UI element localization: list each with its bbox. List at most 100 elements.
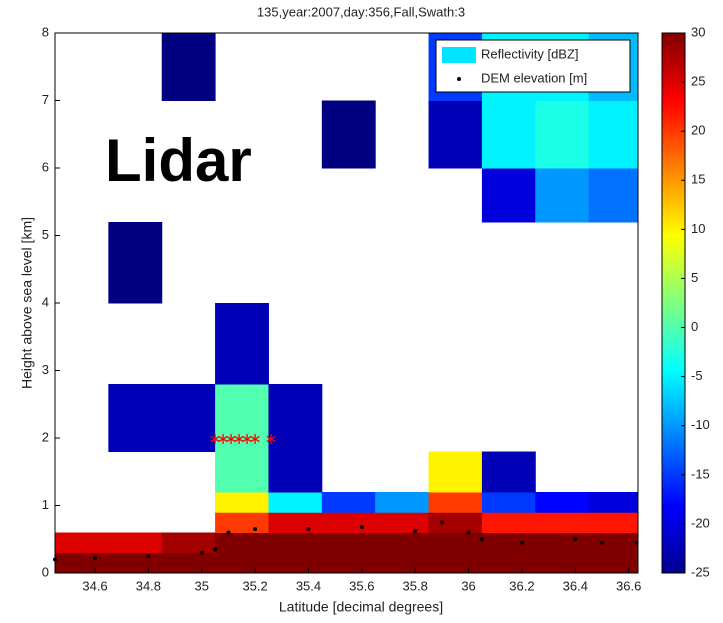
heatmap-cell [588, 552, 639, 574]
heatmap-cell [215, 303, 269, 385]
heatmap-cell [481, 168, 536, 223]
marker-point: ∗ [216, 431, 229, 448]
heatmap-cell [535, 100, 590, 169]
dem-point [439, 520, 444, 525]
heatmap-cell [481, 492, 536, 513]
heatmap-cell [481, 451, 536, 493]
dem-point [573, 537, 578, 542]
heatmap-cell [161, 384, 216, 452]
heatmap-cell [268, 451, 323, 493]
x-tick-label: 34.6 [82, 578, 107, 593]
colorbar-tick-label: -5 [691, 368, 703, 383]
heatmap-cell [215, 451, 269, 493]
heatmap-cell [535, 492, 590, 513]
heatmap-cell [108, 384, 163, 452]
marker-point: ∗ [208, 431, 221, 448]
x-tick-label: 36.6 [616, 578, 641, 593]
colorbar-tick-label: 10 [691, 221, 705, 236]
dem-point [599, 540, 604, 545]
heatmap-cell [108, 532, 163, 554]
heatmap-cell [215, 532, 269, 554]
heatmap-cell [375, 492, 430, 513]
heatmap-cell [588, 512, 639, 533]
x-tick-label: 34.8 [136, 578, 161, 593]
heatmap-cell [268, 492, 323, 513]
heatmap-cell [481, 532, 536, 554]
y-tick-label: 3 [42, 362, 49, 377]
colorbar-tick-label: 15 [691, 172, 705, 187]
y-tick-label: 8 [42, 24, 49, 39]
legend-label: DEM elevation [m] [481, 70, 587, 85]
x-tick-label: 35.6 [349, 578, 374, 593]
x-tick-label: 36.2 [509, 578, 534, 593]
colorbar-tick-label: 30 [691, 24, 705, 39]
marker-point: ∗ [248, 431, 261, 448]
x-tick-label: 36 [461, 578, 475, 593]
heatmap-cell [55, 532, 109, 554]
legend-label: Reflectivity [dBZ] [481, 46, 579, 61]
dem-point [466, 530, 471, 535]
colorbar-tick-label: 0 [691, 319, 698, 334]
dem-point [306, 527, 311, 532]
heatmap-cell [375, 532, 430, 554]
heatmap-cell [588, 168, 639, 223]
heatmap-cell [321, 552, 376, 574]
heatmap-cell [588, 492, 639, 513]
y-tick-label: 5 [42, 227, 49, 242]
heatmap-cell [268, 512, 323, 533]
heatmap-cell [161, 33, 216, 101]
y-tick-label: 0 [42, 564, 49, 579]
heatmap-cell [108, 552, 163, 574]
colorbar-tick-label: 5 [691, 270, 698, 285]
heatmap-cell [321, 532, 376, 554]
heatmap-cell [535, 532, 590, 554]
heatmap-cell [108, 222, 163, 304]
heatmap-cell [481, 100, 536, 169]
x-tick-label: 35.4 [296, 578, 321, 593]
heatmap-cell [215, 552, 269, 574]
x-tick-label: 35.2 [242, 578, 267, 593]
heatmap-cell [268, 532, 323, 554]
dem-point [226, 530, 231, 535]
dem-point [359, 525, 364, 530]
y-axis-label: Height above sea level [km] [19, 217, 35, 389]
heatmap-cell [588, 100, 639, 169]
legend-swatch [442, 47, 476, 63]
heatmap-cell [268, 552, 323, 574]
heatmap-cell [535, 512, 590, 533]
heatmap-cell [375, 552, 430, 574]
heatmap-cell [215, 492, 269, 513]
heatmap-cell [428, 532, 483, 554]
heatmap-cell [481, 552, 536, 574]
marker-point: ∗ [232, 431, 245, 448]
marker-point: ∗ [240, 431, 253, 448]
dem-point [519, 540, 524, 545]
heatmap-cell [55, 552, 109, 574]
dem-point [479, 537, 484, 542]
y-tick-label: 2 [42, 429, 49, 444]
heatmap-cell [535, 552, 590, 574]
annotation: Lidar [105, 127, 252, 194]
colorbar-tick-label: 20 [691, 123, 705, 138]
heatmap-cell [428, 512, 483, 533]
legend-swatch [457, 77, 461, 81]
y-tick-label: 1 [42, 497, 49, 512]
heatmap-cell [161, 532, 216, 554]
colorbar-tick-label: -25 [691, 564, 710, 579]
marker-point: ∗ [224, 431, 237, 448]
heatmap-cell [588, 532, 639, 554]
heatmap-cell [481, 512, 536, 533]
colorbar-tick-label: 25 [691, 74, 705, 89]
chart-title: 135,year:2007,day:356,Fall,Swath:3 [257, 4, 465, 19]
heatmap-cell [321, 492, 376, 513]
x-tick-label: 35 [195, 578, 209, 593]
heatmap-cell [428, 492, 483, 513]
heatmap-cell [321, 100, 376, 169]
heatmap-cell [535, 168, 590, 223]
dem-point [199, 550, 204, 555]
colorbar-tick-label: -10 [691, 417, 710, 432]
x-tick-label: 35.8 [403, 578, 428, 593]
heatmap-cell [215, 512, 269, 533]
heatmap-cell [428, 100, 483, 169]
